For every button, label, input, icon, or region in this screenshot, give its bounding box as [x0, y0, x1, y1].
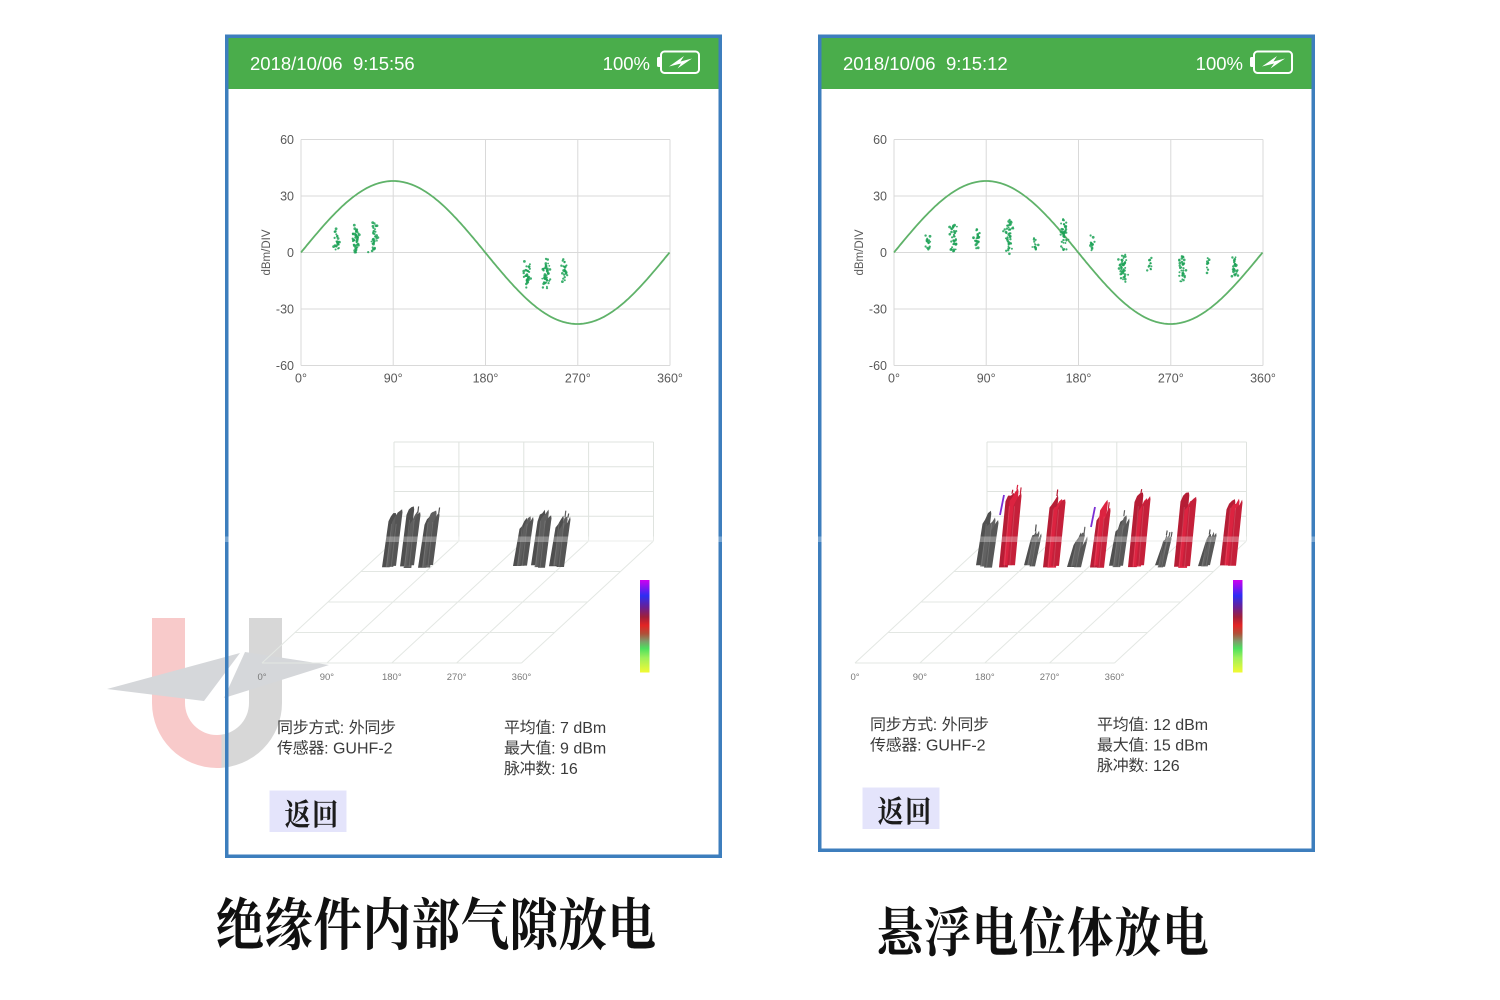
svg-text:180°: 180° [1066, 372, 1092, 386]
svg-text:30: 30 [873, 190, 887, 204]
svg-text:270°: 270° [565, 372, 591, 386]
svg-text:: GUHF-2: : GUHF-2 [917, 738, 986, 755]
svg-text:: 126: : 126 [1144, 758, 1180, 775]
svg-text::: : [933, 717, 937, 734]
svg-text:360°: 360° [1105, 672, 1125, 683]
svg-text:0: 0 [287, 246, 294, 260]
svg-text:: 7 dBm: : 7 dBm [551, 720, 606, 737]
svg-text:: 12 dBm: : 12 dBm [1144, 717, 1208, 734]
svg-text:90°: 90° [384, 372, 403, 386]
svg-text:180°: 180° [382, 672, 402, 683]
svg-text:30: 30 [280, 190, 294, 204]
svg-text:0°: 0° [257, 672, 266, 683]
svg-text:dBm/DIV: dBm/DIV [854, 229, 866, 275]
svg-text:100%: 100% [1196, 53, 1243, 74]
svg-text:2018/10/06: 2018/10/06 [843, 53, 936, 74]
svg-text:360°: 360° [512, 672, 532, 683]
svg-text:dBm/DIV: dBm/DIV [261, 229, 273, 275]
svg-text:90°: 90° [913, 672, 928, 683]
svg-text::: : [340, 720, 344, 737]
svg-text:90°: 90° [320, 672, 335, 683]
svg-text:270°: 270° [1040, 672, 1060, 683]
svg-text:9:15:56: 9:15:56 [353, 53, 415, 74]
svg-text:270°: 270° [1158, 372, 1184, 386]
svg-text:-60: -60 [276, 359, 294, 373]
svg-text:60: 60 [280, 133, 294, 147]
svg-text:0°: 0° [888, 372, 900, 386]
svg-text:: GUHF-2: : GUHF-2 [324, 741, 393, 758]
svg-text:100%: 100% [603, 53, 650, 74]
svg-text:9:15:12: 9:15:12 [946, 53, 1008, 74]
svg-text:-30: -30 [869, 303, 887, 317]
svg-text:270°: 270° [447, 672, 467, 683]
svg-text:0: 0 [880, 246, 887, 260]
svg-text:0°: 0° [850, 672, 859, 683]
svg-text:2018/10/06: 2018/10/06 [250, 53, 343, 74]
svg-text:360°: 360° [657, 372, 683, 386]
svg-text:180°: 180° [473, 372, 499, 386]
svg-text:-60: -60 [869, 359, 887, 373]
svg-text:: 9 dBm: : 9 dBm [551, 741, 606, 758]
svg-text:: 16: : 16 [551, 761, 578, 778]
svg-text:-30: -30 [276, 303, 294, 317]
svg-text:: 15 dBm: : 15 dBm [1144, 738, 1208, 755]
svg-text:90°: 90° [977, 372, 996, 386]
svg-text:180°: 180° [975, 672, 995, 683]
svg-text:0°: 0° [295, 372, 307, 386]
svg-text:360°: 360° [1250, 372, 1276, 386]
svg-text:60: 60 [873, 133, 887, 147]
